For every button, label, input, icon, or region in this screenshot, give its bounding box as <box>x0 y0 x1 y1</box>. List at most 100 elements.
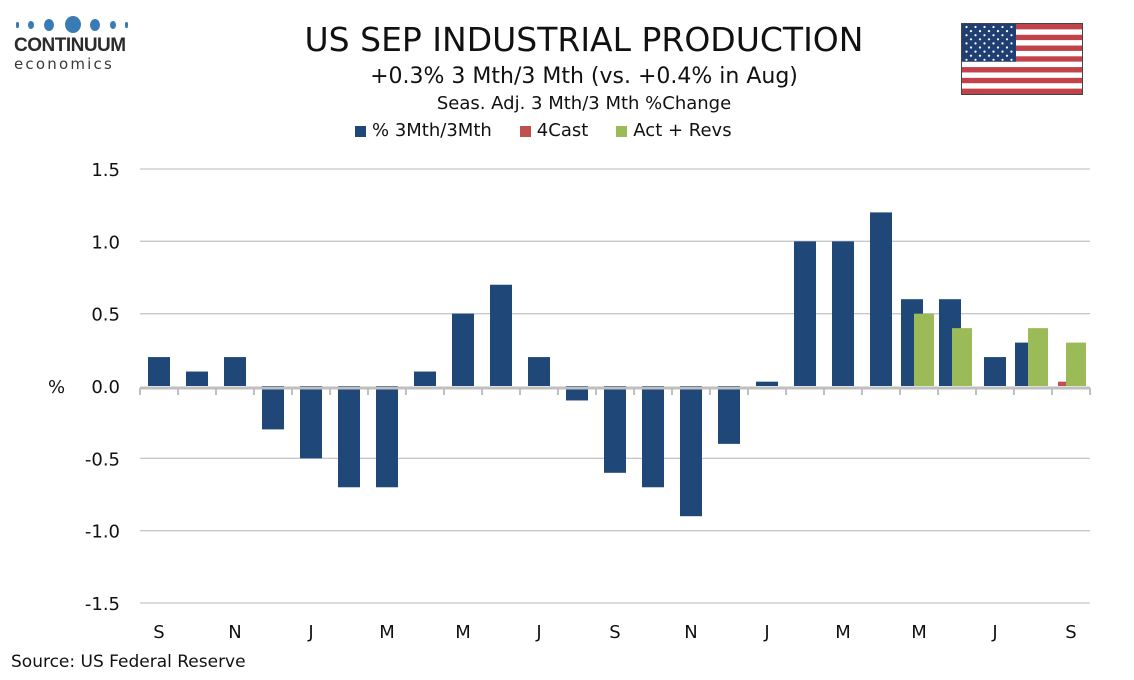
flag-star <box>965 42 968 45</box>
legend-swatch-4cast <box>519 125 531 137</box>
flag-star <box>1001 42 1004 45</box>
flag-stripe <box>962 34 1082 41</box>
bar-3mth <box>224 357 246 386</box>
logo-subtext: economics <box>14 55 114 73</box>
bar-3mth <box>414 371 436 386</box>
flag-star <box>1010 25 1013 29</box>
flag-star <box>992 50 995 53</box>
bar-3mth <box>452 313 474 386</box>
flag-star <box>974 42 977 45</box>
x-tick-label: J <box>307 622 313 643</box>
flag-stripe <box>962 50 1082 57</box>
flag-star <box>983 42 986 45</box>
legend-item-3mth: % 3Mth/3Mth <box>355 120 492 142</box>
flag-star <box>969 54 973 57</box>
flag-star <box>1001 25 1004 29</box>
bar-3mth <box>642 386 664 488</box>
bar-3mth <box>718 386 740 444</box>
flag-stripe <box>962 24 1082 30</box>
flag-star <box>978 30 982 33</box>
x-tick-label: J <box>991 622 997 643</box>
flag-stripe <box>962 29 1082 35</box>
flag-star <box>992 25 995 29</box>
logo-dots-icon <box>14 14 132 36</box>
x-tick-label: N <box>228 622 241 643</box>
bar-3mth <box>794 241 816 386</box>
flag-star <box>983 50 986 53</box>
y-axis-label: % <box>48 377 65 398</box>
y-tick-label: 1.0 <box>91 232 120 253</box>
flag-star <box>987 46 991 49</box>
y-tick-label: 0.5 <box>91 305 120 326</box>
flag-star <box>983 34 986 37</box>
x-tick-label: N <box>684 622 697 643</box>
bar-act-revs <box>1028 328 1048 386</box>
flag-star <box>987 38 991 41</box>
flag-star <box>992 34 995 37</box>
chart-subtitle-secondary: Seas. Adj. 3 Mth/3 Mth %Change <box>436 93 732 114</box>
bar-act-revs <box>1066 342 1086 386</box>
bar-3mth <box>528 357 550 386</box>
bar-act-revs <box>914 313 934 386</box>
legend-label-4cast: 4Cast <box>536 120 589 141</box>
x-tick-label: M <box>455 622 471 643</box>
flag-stripe <box>962 72 1082 79</box>
flag-star <box>974 58 977 61</box>
flag-star <box>1001 58 1004 61</box>
flag-star <box>1010 50 1013 53</box>
bar-3mth <box>262 386 284 430</box>
flag-star <box>969 38 973 41</box>
bar-act-revs <box>952 328 972 386</box>
flag-star <box>974 34 977 37</box>
y-tick-label: -0.5 <box>85 449 120 470</box>
flag-star <box>1005 30 1009 33</box>
flag-star <box>987 30 991 33</box>
flag-stripe <box>962 88 1082 94</box>
flag-star <box>996 54 1000 57</box>
flag-star <box>1010 42 1013 45</box>
flag-star <box>992 58 995 61</box>
flag-star <box>965 34 968 37</box>
y-tick-label: 0.0 <box>91 377 120 398</box>
flag-star <box>987 54 991 57</box>
legend-item-4cast: 4Cast <box>519 120 589 142</box>
y-tick-label: -1.5 <box>85 594 120 615</box>
x-tick-label: S <box>153 622 164 643</box>
flag-star <box>965 25 968 29</box>
bar-3mth <box>832 241 854 386</box>
flag-star <box>1001 34 1004 37</box>
flag-star <box>1005 54 1009 57</box>
flag-stripe <box>962 77 1082 84</box>
bar-3mth <box>300 386 322 459</box>
logo-wordmark: CONTINUUM <box>14 35 126 56</box>
bar-3mth <box>604 386 626 473</box>
bar-3mth <box>376 386 398 488</box>
chart-legend: % 3Mth/3Mth 4Cast Act + Revs <box>355 120 760 142</box>
flag-star <box>983 58 986 61</box>
flag-stripe <box>962 67 1082 73</box>
chart-subtitle: +0.3% 3 Mth/3 Mth (vs. +0.4% in Aug) <box>370 64 798 89</box>
legend-label-3mth: % 3Mth/3Mth <box>372 120 492 141</box>
flag-star <box>974 25 977 29</box>
flag-stripe <box>962 61 1082 68</box>
bar-3mth <box>984 357 1006 386</box>
flag-star <box>974 50 977 53</box>
x-tick-label: J <box>535 622 541 643</box>
bar-3mth <box>566 386 588 401</box>
legend-item-act-revs: Act + Revs <box>616 120 732 142</box>
x-tick-label: J <box>763 622 769 643</box>
source-note: Source: US Federal Reserve <box>11 652 246 672</box>
flag-star <box>969 46 973 49</box>
flag-star <box>1005 38 1009 41</box>
flag-star <box>996 46 1000 49</box>
flag-star <box>978 38 982 41</box>
flag-stripe <box>962 56 1082 62</box>
flag-stripe <box>962 40 1082 46</box>
legend-swatch-3mth <box>355 125 366 137</box>
bar-4cast <box>1058 381 1066 386</box>
x-tick-label: M <box>911 622 927 643</box>
bar-3mth <box>680 386 702 517</box>
x-tick-label: M <box>835 622 851 643</box>
flag-star <box>992 42 995 45</box>
bar-3mth <box>756 381 778 386</box>
